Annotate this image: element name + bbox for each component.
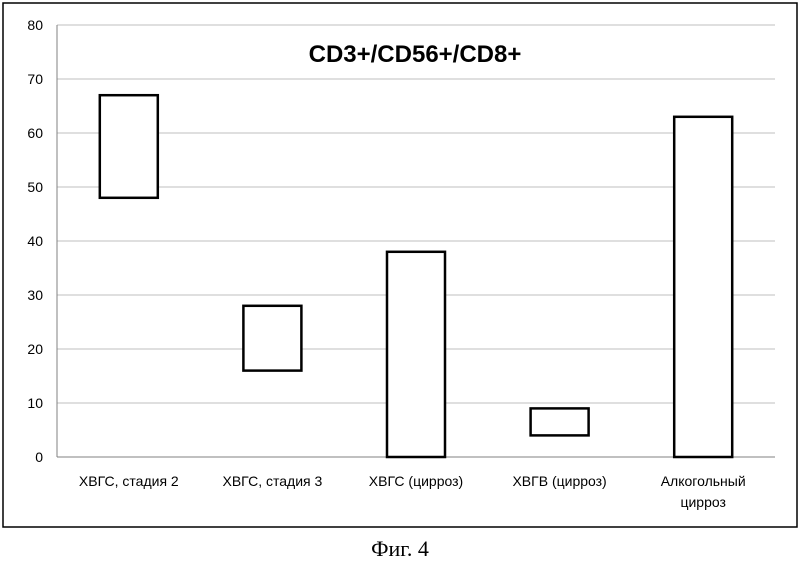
x-tick-label: ХВГС, стадия 3 xyxy=(222,473,322,489)
y-tick-label: 80 xyxy=(27,17,43,33)
y-tick-label: 30 xyxy=(27,287,43,303)
bar-4 xyxy=(529,407,590,437)
y-tick-label: 10 xyxy=(27,395,43,411)
bar-5 xyxy=(672,115,734,459)
x-tick-label: Алкогольный xyxy=(661,473,746,489)
x-tick-label: ХВГС (цирроз) xyxy=(369,473,463,489)
y-tick-label: 40 xyxy=(27,233,43,249)
figure-caption: Фиг. 4 xyxy=(371,536,429,561)
x-tick-label: ХВГВ (цирроз) xyxy=(512,473,606,489)
bar-3 xyxy=(385,250,447,459)
grid xyxy=(56,24,775,458)
x-tick-label: ХВГС, стадия 2 xyxy=(79,473,179,489)
y-tick-label: 0 xyxy=(35,449,43,465)
bar-1 xyxy=(98,93,160,200)
y-tick-label: 60 xyxy=(27,125,43,141)
bars xyxy=(98,93,734,459)
y-tick-label: 50 xyxy=(27,179,43,195)
y-axis-ticks: 0 10 20 30 40 50 60 70 80 xyxy=(27,17,43,465)
chart-title: CD3+/CD56+/CD8+ xyxy=(309,41,522,68)
bar-2 xyxy=(242,304,303,372)
x-tick-label: цирроз xyxy=(680,494,725,510)
x-axis-labels: ХВГС, стадия 2 ХВГС, стадия 3 ХВГС (цирроз… xyxy=(79,473,746,510)
y-tick-label: 20 xyxy=(27,341,43,357)
y-tick-label: 70 xyxy=(27,71,43,87)
